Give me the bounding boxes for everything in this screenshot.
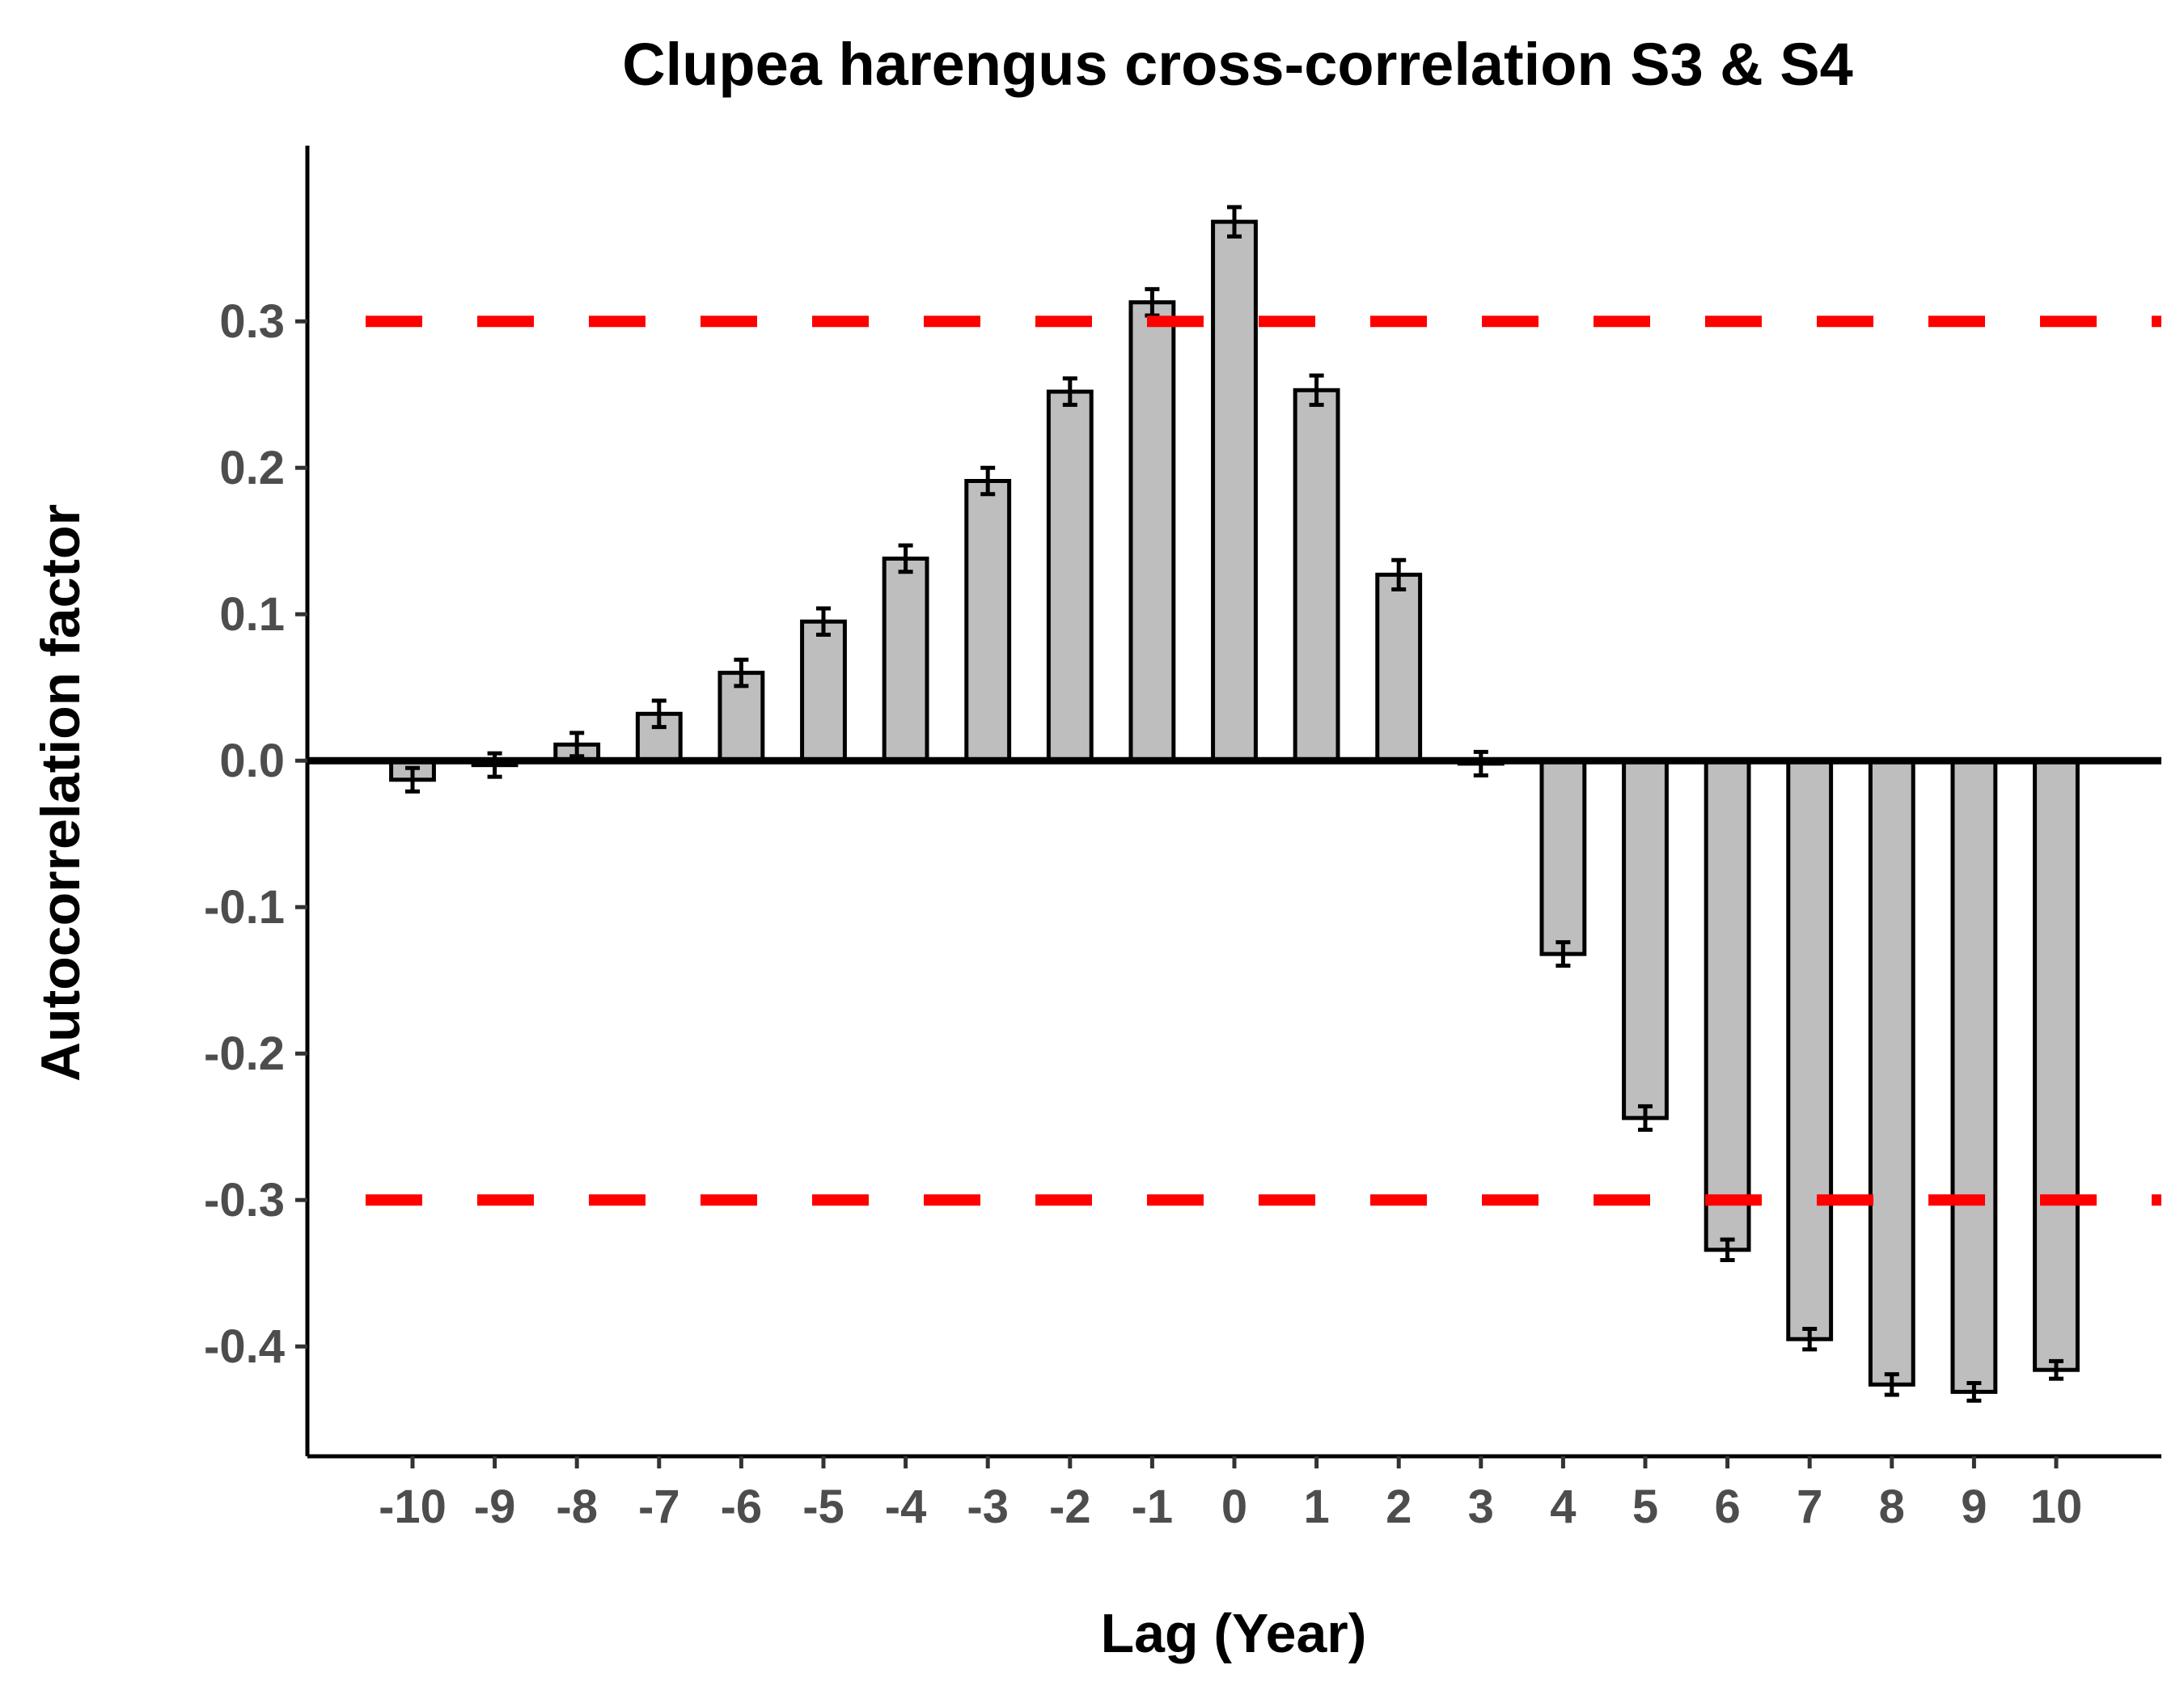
x-tick-label: 1 [1303, 1481, 1329, 1533]
y-tick-label: 0.2 [219, 442, 285, 494]
error-bar-lag-4 [1555, 940, 1571, 968]
error-bar-lag--6 [734, 657, 749, 688]
y-tick-label: -0.1 [204, 881, 285, 934]
error-bar-lag-1 [1309, 373, 1324, 407]
x-tick-label: 2 [1386, 1481, 1412, 1533]
error-bar-lag-10 [2049, 1358, 2063, 1381]
error-bar-lag-2 [1391, 557, 1407, 591]
x-tick-label: -8 [556, 1481, 598, 1533]
chart-title: Clupea harengus cross-correlation S3 & S… [622, 31, 1853, 98]
bar-lag-6 [1704, 758, 1751, 1252]
y-tick-label: 0.1 [219, 588, 285, 641]
error-bar-lag--8 [569, 731, 585, 759]
error-bar-lag--1 [1145, 286, 1160, 318]
y-tick-label: -0.2 [204, 1027, 285, 1080]
x-tick-label: -1 [1132, 1481, 1174, 1533]
x-tick-label: -10 [379, 1481, 447, 1533]
x-tick-label: -6 [721, 1481, 763, 1533]
tick-labels: -0.4-0.3-0.2-0.10.00.10.20.3-10 -9 -8 -7 -6-… [204, 295, 2082, 1533]
error-bar-lag--3 [980, 465, 996, 497]
bar-lag-9 [1950, 758, 1998, 1394]
error-bar-lag--5 [816, 606, 831, 638]
bar-lag-2 [1375, 572, 1423, 763]
y-tick-label: 0.0 [219, 735, 285, 787]
error-bar-lag-0 [1227, 205, 1242, 239]
error-bar-lag--2 [1062, 376, 1077, 407]
x-tick-label: -2 [1049, 1481, 1091, 1533]
x-tick-label: -4 [885, 1481, 927, 1533]
x-tick-label: 6 [1714, 1481, 1740, 1533]
error-bar-lag-6 [1720, 1237, 1735, 1262]
error-bar-lag-9 [1966, 1380, 1982, 1403]
y-tick-label: 0.3 [219, 295, 285, 348]
error-bar-lag-8 [1884, 1372, 1899, 1397]
bar-lag-0 [1211, 219, 1258, 763]
bar-lag--5 [800, 619, 847, 763]
x-tick-label: 4 [1550, 1481, 1576, 1533]
bar-lag--3 [964, 479, 1012, 763]
y-axis-title: Autocorrelation factor [30, 504, 91, 1082]
bar-lag-7 [1786, 758, 1834, 1341]
y-tick-label: -0.3 [204, 1174, 285, 1227]
error-bar-lag-5 [1638, 1104, 1653, 1132]
bar-lag--2 [1046, 389, 1094, 763]
y-tick-label: -0.4 [204, 1320, 285, 1373]
bar-lag-8 [1868, 758, 1915, 1387]
x-tick-label: -5 [802, 1481, 844, 1533]
error-bar-lag-7 [1802, 1327, 1818, 1352]
x-tick-label: -9 [474, 1481, 516, 1533]
x-tick-label: 7 [1797, 1481, 1822, 1533]
x-tick-label: 0 [1221, 1481, 1247, 1533]
x-tick-label: -7 [638, 1481, 680, 1533]
error-bar-lag--4 [898, 543, 913, 574]
x-tick-label: 9 [1961, 1481, 1987, 1533]
x-tick-label: 5 [1632, 1481, 1658, 1533]
bar-lag-5 [1622, 758, 1669, 1121]
error-bar-lag--7 [651, 698, 667, 730]
bar-lag-1 [1293, 388, 1340, 763]
bar-lag--4 [882, 556, 929, 763]
x-axis-title: Lag (Year) [1101, 1603, 1367, 1664]
x-tick-label: 3 [1468, 1481, 1494, 1533]
bar-lag-10 [2033, 758, 2080, 1372]
plot-area [305, 146, 2161, 1459]
x-tick-label: 10 [2030, 1481, 2083, 1533]
bar-lag-4 [1539, 758, 1587, 956]
x-tick-label: -3 [967, 1481, 1009, 1533]
x-tick-label: 8 [1879, 1481, 1905, 1533]
bar-lag--1 [1128, 300, 1176, 763]
error-bar-lag--10 [405, 765, 420, 794]
